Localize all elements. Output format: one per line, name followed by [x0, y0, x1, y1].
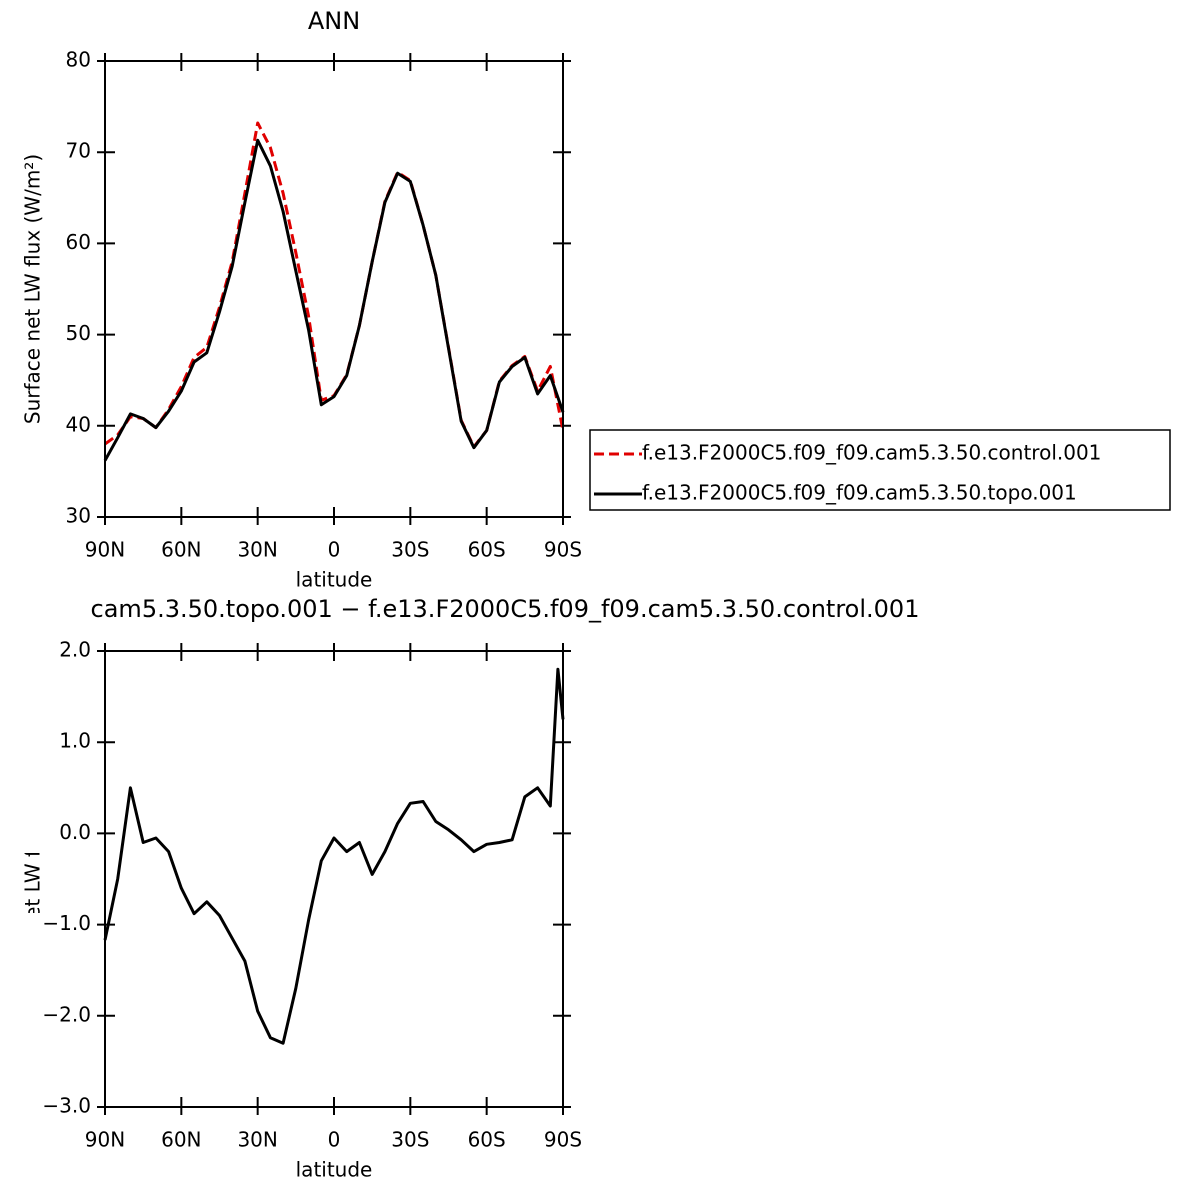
x-tick-label: 60N — [161, 538, 201, 562]
y-tick-label: 1.0 — [59, 729, 91, 753]
y-tick-label: 50 — [66, 321, 91, 345]
plot-frame — [104, 60, 564, 518]
y-tick-label: 70 — [66, 139, 91, 163]
y-tick-label: −1.0 — [42, 911, 91, 935]
legend-label: f.e13.F2000C5.f09_f09.cam5.3.50.topo.001 — [642, 481, 1077, 505]
x-tick-label: 60S — [468, 538, 506, 562]
y-axis-label: Surface net LW flux (W/m²) — [21, 744, 45, 1014]
y-axis-label: Surface net LW flux (W/m²) — [21, 154, 45, 424]
x-tick-label: 90S — [544, 1128, 582, 1152]
x-tick-label: 0 — [328, 538, 341, 562]
chart-title: cam5.3.50.topo.001 − f.e13.F2000C5.f09_f… — [91, 595, 920, 623]
x-tick-label: 60S — [468, 1128, 506, 1152]
y-tick-label: 2.0 — [59, 638, 91, 662]
x-tick-label: 90N — [85, 538, 125, 562]
y-tick-label: 0.0 — [59, 820, 91, 844]
y-tick-label: 60 — [66, 230, 91, 254]
x-tick-label: 30S — [391, 1128, 429, 1152]
x-tick-label: 60N — [161, 1128, 201, 1152]
x-tick-label: 0 — [328, 1128, 341, 1152]
data-line — [103, 138, 565, 462]
legend-label: f.e13.F2000C5.f09_f09.cam5.3.50.control.… — [642, 441, 1101, 465]
chart-title: ANN — [308, 7, 360, 35]
x-tick-label: 90N — [85, 1128, 125, 1152]
y-tick-label: −3.0 — [42, 1094, 91, 1118]
y-tick-label: 30 — [66, 504, 91, 528]
plot-frame — [104, 650, 564, 1108]
x-tick-label: 90S — [544, 538, 582, 562]
y-tick-label: 80 — [66, 48, 91, 72]
x-tick-label: 30N — [237, 1128, 277, 1152]
legend-box — [589, 429, 1171, 511]
x-tick-label: 30S — [391, 538, 429, 562]
x-tick-label: 30N — [237, 538, 277, 562]
data-line — [103, 667, 565, 1045]
y-tick-label: 40 — [66, 412, 91, 436]
x-axis-label: latitude — [296, 568, 373, 592]
x-axis-label: latitude — [296, 1158, 373, 1182]
y-tick-label: −2.0 — [42, 1002, 91, 1026]
